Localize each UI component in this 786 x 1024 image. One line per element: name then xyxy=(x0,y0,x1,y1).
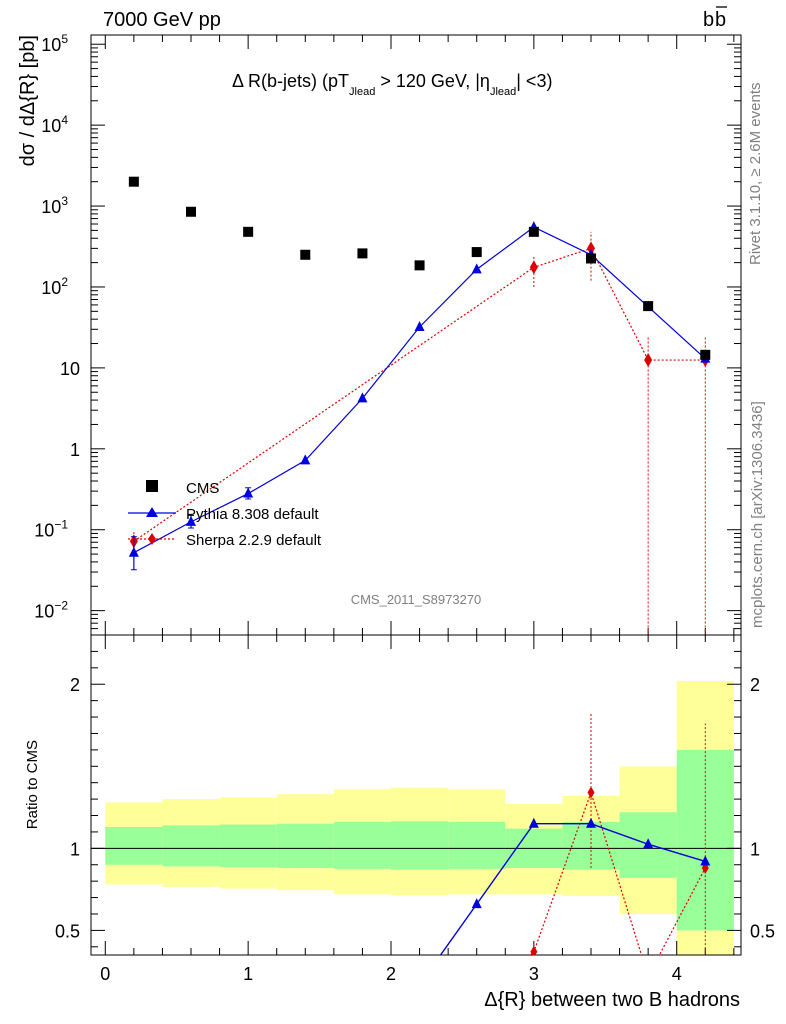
title-mid: > 120 GeV, |η xyxy=(375,71,490,91)
band-inner xyxy=(276,823,334,869)
x-tick-label: 1 xyxy=(243,964,253,984)
y-tick-label-exp: 4 xyxy=(61,113,68,127)
legend: CMS Pythia 8.308 default Sherpa 2.2.9 de… xyxy=(128,480,322,549)
legend-label-sherpa: Sherpa 2.2.9 default xyxy=(186,532,322,549)
pythia-point xyxy=(128,546,139,557)
cms-point xyxy=(643,301,654,312)
y-tick-label: 105 xyxy=(41,32,68,55)
legend-item-sherpa: Sherpa 2.2.9 default xyxy=(128,532,322,549)
title-sub1: Jlead xyxy=(349,86,375,98)
main-axes: 10−2 10−1 1 10 102 103 104 105 xyxy=(34,32,742,636)
rivet-label: Rivet 3.1.10, ≥ 2.6M events xyxy=(747,83,764,266)
plot-title: Δ R(b-jets) (pTJlead > 120 GeV, |ηJlead|… xyxy=(232,71,552,98)
ratio-series xyxy=(415,713,711,1015)
y-tick-label: 10−1 xyxy=(34,518,68,541)
pythia-point xyxy=(243,487,254,498)
title-sub2: Jlead xyxy=(490,86,516,98)
ratio-axes: 0 1 2 3 4 0.5 0.5 1 1 2 2 xyxy=(55,634,775,984)
ratio-sherpa-point xyxy=(587,786,595,799)
band-inner xyxy=(162,825,220,867)
sherpa-point xyxy=(587,241,595,256)
header-right-b: b xyxy=(703,9,714,31)
y-tick-label-right: 2 xyxy=(750,675,760,695)
y-tick-label: 1 xyxy=(70,440,80,460)
title-main: Δ R(b-jets) (pT xyxy=(232,71,349,91)
header-left: 7000 GeV pp xyxy=(103,9,221,31)
legend-marker-sherpa xyxy=(148,533,156,545)
legend-label-cms: CMS xyxy=(186,480,219,497)
y-tick-label-exp: −1 xyxy=(54,518,68,532)
ratio-sherpa-point xyxy=(530,945,538,955)
legend-item-cms: CMS xyxy=(146,480,219,497)
sherpa-point xyxy=(644,353,653,368)
cms-point xyxy=(357,248,368,259)
y-tick-label: 104 xyxy=(41,113,68,136)
y-tick-label-right: 0.5 xyxy=(750,921,775,941)
cms-point xyxy=(186,206,196,217)
ratio-pythia-point xyxy=(586,817,596,828)
ratio-xlabel: Δ{R} between two B hadrons xyxy=(484,989,740,1011)
ratio-uncertainty-bands xyxy=(105,680,734,955)
cms-point xyxy=(700,349,711,360)
ratio-pythia-point xyxy=(700,855,711,866)
y-tick-label: 102 xyxy=(41,275,68,298)
pythia-point xyxy=(471,263,482,274)
y-tick-label: 1 xyxy=(70,839,80,859)
y-tick-label: 10 xyxy=(60,359,80,379)
ratio-pythia-point xyxy=(643,838,654,849)
band-inner xyxy=(219,824,277,868)
sherpa-line xyxy=(133,247,706,542)
band-inner xyxy=(448,822,506,869)
sherpa-point xyxy=(529,260,538,275)
y-tick-label: 2 xyxy=(70,675,80,695)
pythia-point xyxy=(414,321,425,332)
cms-point xyxy=(414,260,425,271)
cms-point xyxy=(586,253,596,264)
legend-label-pythia: Pythia 8.308 default xyxy=(186,506,319,523)
y-tick-label: 10−2 xyxy=(34,599,68,622)
pythia-point xyxy=(300,454,311,465)
analysis-id: CMS_2011_S8973270 xyxy=(351,592,482,607)
legend-marker-pythia xyxy=(146,507,158,517)
legend-item-pythia: Pythia 8.308 default xyxy=(128,506,319,523)
cms-point xyxy=(243,226,254,237)
x-tick-label: 3 xyxy=(529,964,539,984)
pythia-point xyxy=(186,515,196,526)
main-series xyxy=(128,176,711,635)
header-right: b b xyxy=(703,6,727,31)
ratio-frame xyxy=(90,634,742,956)
ratio-pythia-point xyxy=(471,898,482,909)
x-tick-label: 2 xyxy=(386,964,396,984)
y-tick-label-exp: −2 xyxy=(54,599,68,613)
y-tick-label-right: 1 xyxy=(750,839,760,859)
cms-point xyxy=(528,226,539,237)
cms-point xyxy=(128,176,139,187)
x-tick-label: 0 xyxy=(100,964,110,984)
y-tick-label-exp: 3 xyxy=(61,194,68,208)
ratio-sherpa-point xyxy=(473,1003,480,1015)
band-inner xyxy=(105,827,163,865)
x-tick-label: 4 xyxy=(672,964,682,984)
ratio-ylabel: Ratio to CMS xyxy=(24,740,41,829)
y-tick-label: 103 xyxy=(41,194,68,217)
band-inner xyxy=(391,821,449,870)
y-tick-label-exp: 5 xyxy=(61,32,68,46)
ratio-pythia-line xyxy=(439,823,706,955)
pythia-point xyxy=(357,392,368,403)
legend-marker-cms xyxy=(146,480,158,492)
ratio-sherpa-point xyxy=(645,970,652,982)
mcplots-label: mcplots.cern.ch [arXiv:1306.3436] xyxy=(749,401,766,628)
pythia-line xyxy=(133,226,706,554)
ratio-pythia-point xyxy=(415,979,425,989)
band-inner xyxy=(333,822,391,869)
header-right-bbar: b xyxy=(715,9,726,31)
cms-point xyxy=(300,249,311,260)
y-tick-label-exp: 2 xyxy=(61,275,68,289)
y-tick-label: 0.5 xyxy=(55,921,80,941)
ratio-pythia-point xyxy=(528,817,539,828)
title-end: | <3) xyxy=(516,71,552,91)
cms-point xyxy=(471,247,482,258)
main-ylabel: dσ / dΔ{R} [pb] xyxy=(17,35,39,166)
